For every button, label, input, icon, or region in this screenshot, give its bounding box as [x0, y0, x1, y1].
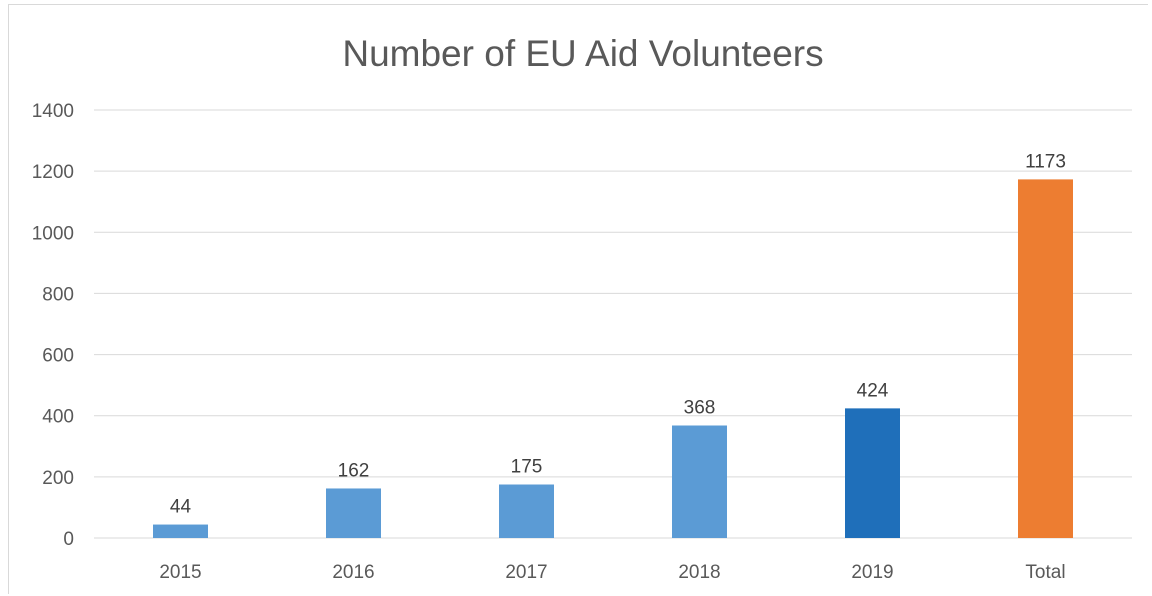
chart-frame: [8, 4, 1148, 594]
y-tick-label: 0: [63, 529, 74, 550]
x-tick-label: 2019: [851, 562, 893, 583]
y-tick-label: 1000: [32, 223, 74, 244]
data-labels: 44 162 175 368 424 1173: [170, 151, 1066, 517]
bar-2019: [845, 408, 900, 538]
data-label: 1173: [1025, 151, 1066, 172]
x-tick-label: Total: [1025, 562, 1065, 583]
data-label: 162: [338, 460, 370, 481]
y-axis-ticks: 0 200 400 600 800 1000 1200 1400: [32, 101, 74, 550]
x-tick-label: 2017: [505, 562, 547, 583]
bar-2017: [499, 484, 554, 538]
chart-title: Number of EU Aid Volunteers: [342, 33, 823, 74]
y-tick-label: 800: [42, 284, 74, 305]
data-label: 424: [857, 380, 889, 401]
x-tick-label: 2018: [678, 562, 720, 583]
x-tick-label: 2016: [332, 562, 374, 583]
x-tick-label: 2015: [159, 562, 201, 583]
y-tick-label: 1400: [32, 101, 74, 122]
x-axis-ticks: 2015 2016 2017 2018 2019 Total: [159, 562, 1065, 583]
gridlines: [94, 109, 1132, 539]
bar-2018: [672, 425, 727, 538]
y-tick-label: 1200: [32, 162, 74, 183]
data-label: 175: [511, 457, 543, 478]
bars: [153, 179, 1073, 538]
data-label: 368: [684, 397, 716, 418]
y-tick-label: 400: [42, 407, 74, 428]
y-tick-label: 600: [42, 346, 74, 367]
bar-2015: [153, 524, 208, 538]
bar-2016: [326, 488, 381, 538]
bar-total: [1018, 179, 1073, 538]
y-tick-label: 200: [42, 468, 74, 489]
data-label: 44: [170, 497, 192, 518]
